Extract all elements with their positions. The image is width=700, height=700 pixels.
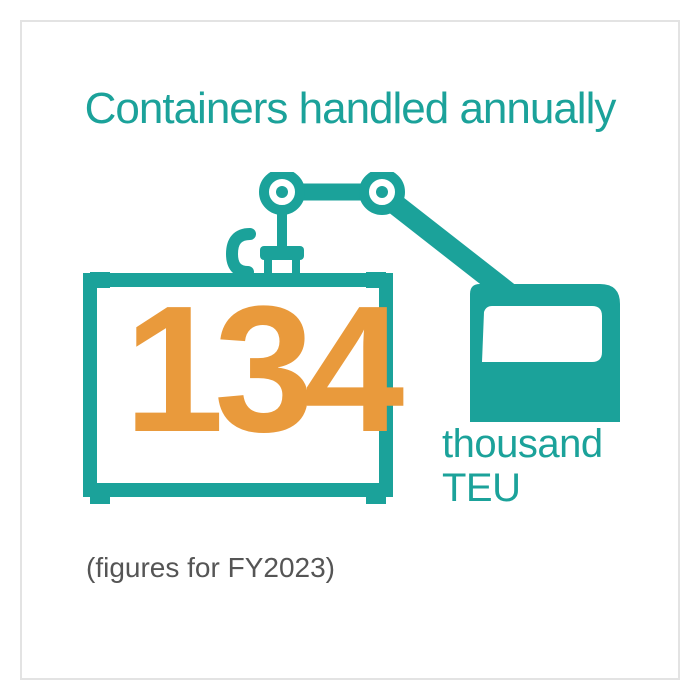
unit-line-1: thousand	[442, 422, 603, 466]
metric-unit: thousand TEU	[442, 422, 603, 510]
footnote-text: (figures for FY2023)	[86, 552, 335, 584]
infographic-card: Containers handled annually	[20, 20, 680, 680]
metric-value: 134	[124, 280, 384, 460]
title-text: Containers handled annually	[22, 84, 678, 134]
unit-line-2: TEU	[442, 466, 521, 510]
